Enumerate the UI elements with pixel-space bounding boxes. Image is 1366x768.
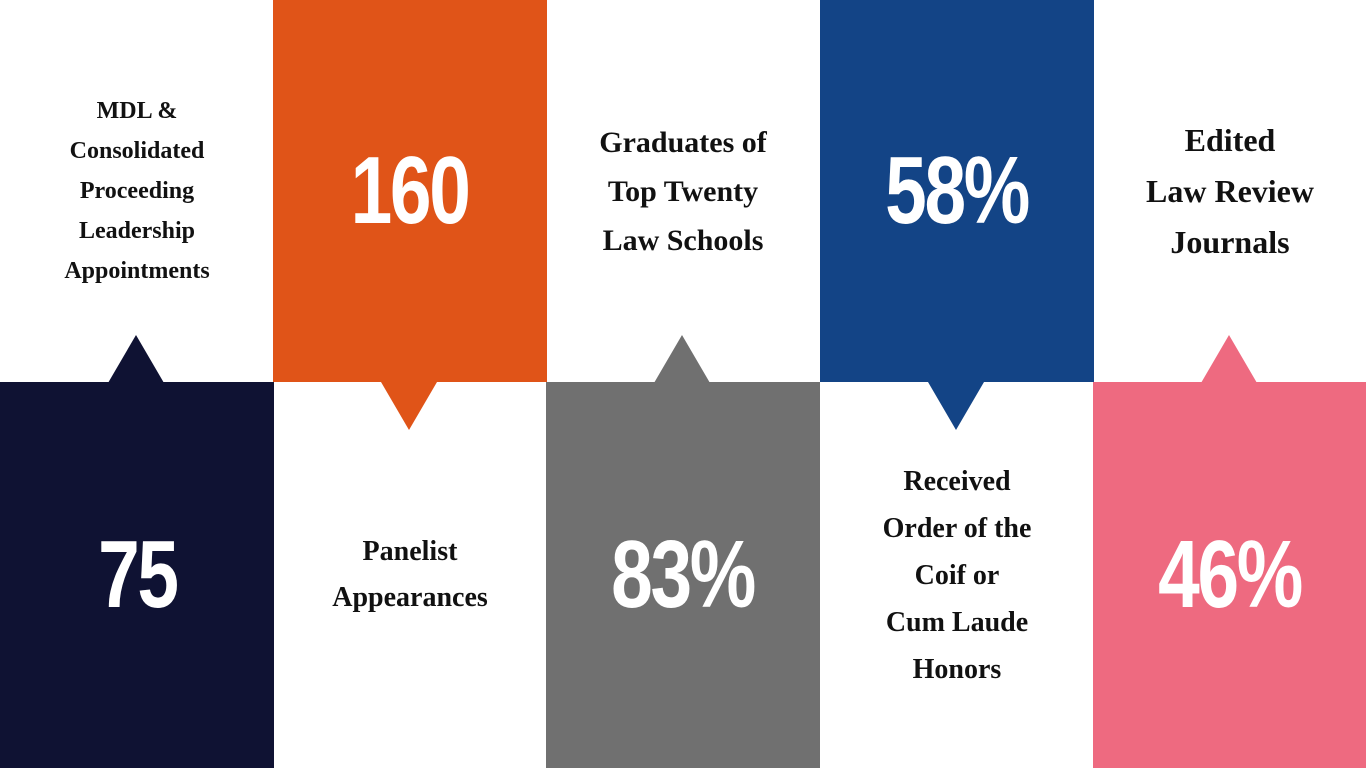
stat-value: 58% xyxy=(885,137,1031,244)
stat-label: MDL & Consolidated Proceeding Leadership App… xyxy=(64,91,209,291)
label-line: Honors xyxy=(912,653,1002,685)
stat-label: Edited Law Review Journals xyxy=(1146,115,1314,268)
pointer xyxy=(381,382,437,430)
label-line: Appointments xyxy=(64,258,210,284)
label-line: Top Twenty xyxy=(607,174,759,208)
label-line: Panelist xyxy=(362,536,458,567)
label-panel: Graduates of Top Twenty Law Schools xyxy=(546,0,820,382)
label-line: Order of the xyxy=(882,512,1032,544)
label-line: Consolidated xyxy=(69,138,205,164)
stat-value: 160 xyxy=(351,137,471,244)
stat-value: 46% xyxy=(1158,521,1304,628)
stat-column: Graduates of Top Twenty Law Schools 83% xyxy=(546,0,820,768)
label-panel: Edited Law Review Journals xyxy=(1093,0,1366,382)
stat-column: Received Order of the Coif or Cum Laude Hono… xyxy=(820,0,1094,768)
stat-label: Graduates of Top Twenty Law Schools xyxy=(599,118,767,265)
value-panel: 46% xyxy=(1093,382,1366,768)
label-line: Coif or xyxy=(914,559,1000,591)
label-line: Law Review xyxy=(1146,172,1314,209)
stat-column: Edited Law Review Journals 46% xyxy=(1093,0,1366,768)
label-line: MDL & xyxy=(96,98,178,124)
pointer xyxy=(928,382,984,430)
value-panel: 83% xyxy=(546,382,820,768)
label-line: Appearances xyxy=(332,582,488,613)
label-panel: Panelist Appearances xyxy=(273,382,547,768)
label-line: Law Schools xyxy=(602,223,764,257)
label-line: Edited xyxy=(1184,121,1276,158)
label-line: Graduates of xyxy=(599,125,767,159)
stat-value: 75 xyxy=(97,521,179,628)
value-panel: 160 xyxy=(273,0,547,382)
stat-label: Received Order of the Coif or Cum Laude Hono… xyxy=(883,458,1032,693)
stat-value: 83% xyxy=(611,521,757,628)
label-panel: MDL & Consolidated Proceeding Leadership App… xyxy=(0,0,274,382)
label-panel: Received Order of the Coif or Cum Laude Hono… xyxy=(820,382,1094,768)
value-panel: 58% xyxy=(820,0,1094,382)
label-line: Leadership xyxy=(78,218,195,244)
stat-column: MDL & Consolidated Proceeding Leadership App… xyxy=(0,0,274,768)
pointer xyxy=(654,335,710,383)
pointer xyxy=(1201,335,1257,383)
stat-label: Panelist Appearances xyxy=(332,529,488,621)
label-line: Cum Laude xyxy=(885,606,1029,638)
stat-column: Panelist Appearances 160 xyxy=(273,0,547,768)
pointer xyxy=(108,335,164,383)
label-line: Journals xyxy=(1170,223,1290,260)
label-line: Proceeding xyxy=(79,178,195,204)
value-panel: 75 xyxy=(0,382,274,768)
label-line: Received xyxy=(903,465,1011,497)
